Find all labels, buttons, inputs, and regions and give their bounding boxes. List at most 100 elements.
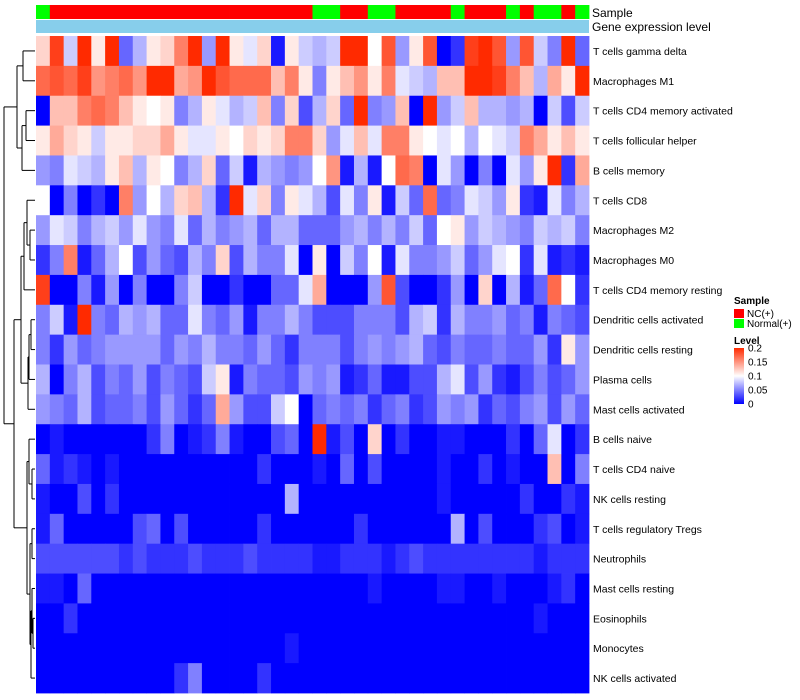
row-label: B cells naive (593, 434, 652, 446)
heatmap-cell (146, 513, 161, 545)
heatmap-cell (146, 36, 161, 67)
sample-annotation-cell (381, 5, 396, 19)
heatmap-cell (436, 65, 452, 97)
heatmap-cell (326, 663, 341, 694)
heatmap-cell (326, 155, 341, 186)
heatmap-cell (49, 454, 65, 485)
heatmap-cell (298, 603, 313, 634)
heatmap-cell (395, 573, 410, 604)
heatmap-cell (561, 394, 576, 425)
heatmap-cell (547, 334, 562, 365)
heatmap-cell (353, 454, 369, 485)
heatmap-cell (450, 334, 465, 365)
heatmap-cell (423, 633, 438, 664)
heatmap-cell (257, 185, 272, 216)
heatmap-cell (118, 215, 134, 246)
heatmap-cell (271, 394, 286, 425)
heatmap-cell (271, 663, 286, 694)
heatmap-cell (36, 603, 51, 634)
sample-annotation-cell (561, 5, 576, 19)
heatmap-cell (118, 36, 134, 67)
heatmap-cell (36, 274, 51, 306)
heatmap-cell (519, 215, 535, 246)
heatmap-cell (423, 454, 438, 485)
level-tick-label: 0.2 (748, 344, 762, 355)
heatmap-cell (395, 394, 410, 425)
heatmap-cell (132, 215, 147, 246)
heatmap-cell (547, 513, 562, 545)
heatmap-cell (298, 245, 313, 276)
heatmap-cell (105, 155, 120, 186)
heatmap-cell (450, 513, 465, 545)
heatmap-cell (326, 394, 341, 425)
heatmap-cell (423, 36, 438, 67)
heatmap-cell (160, 454, 175, 485)
heatmap-cell (506, 245, 521, 276)
heatmap-cell (381, 125, 396, 156)
heatmap-cell (353, 155, 369, 186)
heatmap-cell (312, 245, 327, 276)
heatmap-cell (450, 304, 465, 336)
heatmap-cell (160, 364, 175, 395)
heatmap-cell (36, 513, 51, 545)
heatmap-cell (436, 304, 452, 336)
heatmap-cell (492, 155, 507, 186)
legend-swatch-normal (734, 319, 744, 328)
heatmap-cell (381, 155, 396, 186)
heatmap-cell (395, 36, 410, 67)
heatmap-cell (561, 483, 576, 515)
heatmap-cell (63, 304, 78, 336)
heatmap-cell (533, 36, 548, 67)
heatmap-cell (229, 603, 244, 634)
heatmap-cell (49, 304, 65, 336)
heatmap-cell (575, 483, 590, 515)
heatmap-cell (353, 394, 369, 425)
heatmap-cell (146, 663, 161, 694)
heatmap-cell (174, 424, 189, 455)
heatmap-cell (201, 334, 217, 365)
level-color-bar (734, 348, 744, 404)
heatmap-cell (340, 304, 355, 336)
heatmap-cell (519, 334, 535, 365)
heatmap-cell (215, 155, 230, 186)
heatmap-cell (243, 543, 258, 574)
heatmap-cell (105, 95, 120, 126)
heatmap-cell (215, 274, 230, 306)
heatmap-cell (271, 424, 286, 455)
heatmap-cell (519, 454, 535, 485)
heatmap-cell (105, 573, 120, 604)
heatmap-cell (188, 334, 203, 365)
heatmap-cell (478, 245, 493, 276)
heatmap-cell (229, 663, 244, 694)
heatmap-cell (77, 274, 92, 306)
heatmap-cell (284, 454, 300, 485)
heatmap-cell (367, 573, 383, 604)
legend-label-nc: NC(+) (747, 309, 774, 320)
heatmap-cell (77, 394, 92, 425)
heatmap-cell (478, 304, 493, 336)
heatmap-cell (312, 603, 327, 634)
heatmap-cell (353, 185, 369, 216)
sample-annotation-cell (257, 5, 272, 19)
sample-annotation-cell (215, 5, 230, 19)
heatmap-cell (547, 155, 562, 186)
heatmap-cell (215, 454, 230, 485)
heatmap-cell (423, 663, 438, 694)
heatmap-cell (284, 95, 300, 126)
heatmap-cell (63, 274, 78, 306)
heatmap-cell (63, 334, 78, 365)
heatmap-cell (215, 394, 230, 425)
heatmap-cell (160, 334, 175, 365)
heatmap-cell (492, 125, 507, 156)
heatmap-cell (49, 185, 65, 216)
sample-annotation-cell (450, 5, 465, 19)
heatmap-cell (506, 573, 521, 604)
heatmap-cell (118, 364, 134, 395)
heatmap-cell (326, 483, 341, 515)
heatmap-cell (367, 424, 383, 455)
heatmap-cell (340, 483, 355, 515)
heatmap-cell (298, 663, 313, 694)
heatmap-cell (367, 394, 383, 425)
heatmap-cell (36, 185, 51, 216)
